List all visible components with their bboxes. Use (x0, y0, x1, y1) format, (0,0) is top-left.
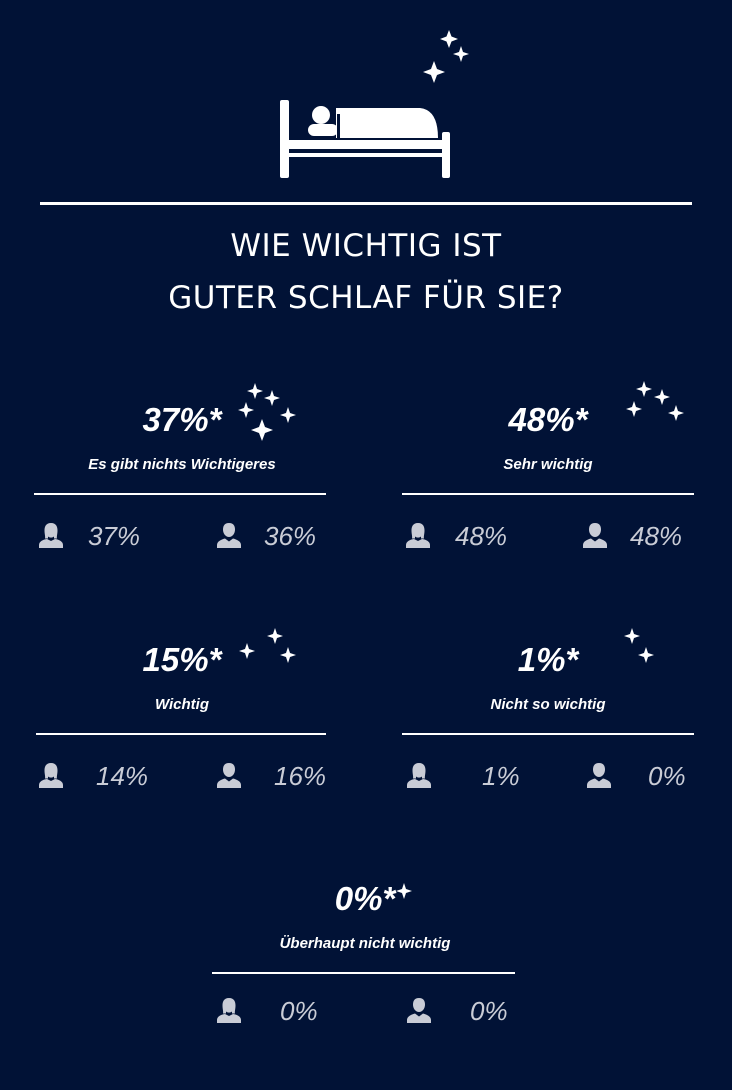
total-percentage: 15%* (142, 641, 222, 678)
sparkle-icon (396, 883, 412, 899)
total-percentage: 0%* (334, 880, 396, 917)
male-percentage: 36% (264, 521, 317, 551)
sparkle-icon (636, 381, 652, 397)
female-percentage: 0% (280, 996, 318, 1026)
sparkle-icon (239, 643, 255, 659)
category-divider (402, 493, 694, 495)
sparkle-icon (238, 402, 254, 418)
male-user-icon (580, 520, 610, 550)
sparkle-icon (280, 647, 296, 663)
sparkle-icon (267, 628, 283, 644)
sparkle-icon (280, 407, 296, 423)
male-user-icon (584, 760, 614, 790)
category-label: Überhaupt nicht wichtig (279, 935, 451, 952)
female-user-icon (214, 995, 244, 1025)
sparkle-icon-group-4 (624, 628, 654, 663)
sparkle-icon-group-3 (239, 628, 296, 663)
female-percentage: 1% (482, 761, 520, 791)
sparkle-icon (668, 405, 684, 421)
sparkle-icon (626, 401, 642, 417)
male-percentage: 48% (630, 521, 683, 551)
female-user-icon (403, 520, 433, 550)
total-percentage: 1%* (517, 641, 579, 678)
male-percentage: 16% (274, 761, 327, 791)
male-user-icon (214, 760, 244, 790)
sparkle-icon (638, 647, 654, 663)
category-label: Es gibt nichts Wichtigeres (88, 456, 276, 473)
sparkle-icon-group-5 (396, 883, 412, 899)
female-user-icon (36, 520, 66, 550)
male-percentage: 0% (648, 761, 686, 791)
male-percentage: 0% (470, 996, 508, 1026)
category-divider (402, 733, 694, 735)
category-label: Sehr wichtig (503, 456, 593, 473)
total-percentage: 37%* (142, 401, 222, 438)
page-title-line-1: WIE WICHTIG IST (230, 228, 502, 264)
female-percentage: 48% (455, 521, 508, 551)
sparkle-icon (247, 383, 263, 399)
female-user-icon (404, 760, 434, 790)
category-label: Wichtig (154, 696, 210, 713)
sparkle-icon-group-header (423, 30, 469, 83)
sparkle-icon (624, 628, 640, 644)
sparkle-icon (251, 419, 273, 441)
female-percentage: 14% (96, 761, 149, 791)
bed-icon (280, 100, 450, 178)
category-divider (212, 972, 515, 974)
total-percentage: 48%* (508, 401, 588, 438)
sparkle-icon (264, 390, 280, 406)
sparkle-icon (440, 30, 458, 48)
sparkle-icon (453, 46, 469, 62)
category-label: Nicht so wichtig (490, 696, 606, 713)
sparkle-icon (654, 389, 670, 405)
sparkle-icon (423, 61, 445, 83)
female-user-icon (36, 760, 66, 790)
category-divider (36, 733, 326, 735)
male-user-icon (404, 995, 434, 1025)
female-percentage: 37% (88, 521, 141, 551)
sparkle-icon-group-2 (626, 381, 684, 421)
page-title-line-2: GUTER SCHLAF FÜR SIE? (168, 280, 564, 316)
male-user-icon (214, 520, 244, 550)
category-divider (34, 493, 326, 495)
sparkle-icon-group-1 (238, 383, 296, 441)
title-divider (40, 202, 692, 205)
